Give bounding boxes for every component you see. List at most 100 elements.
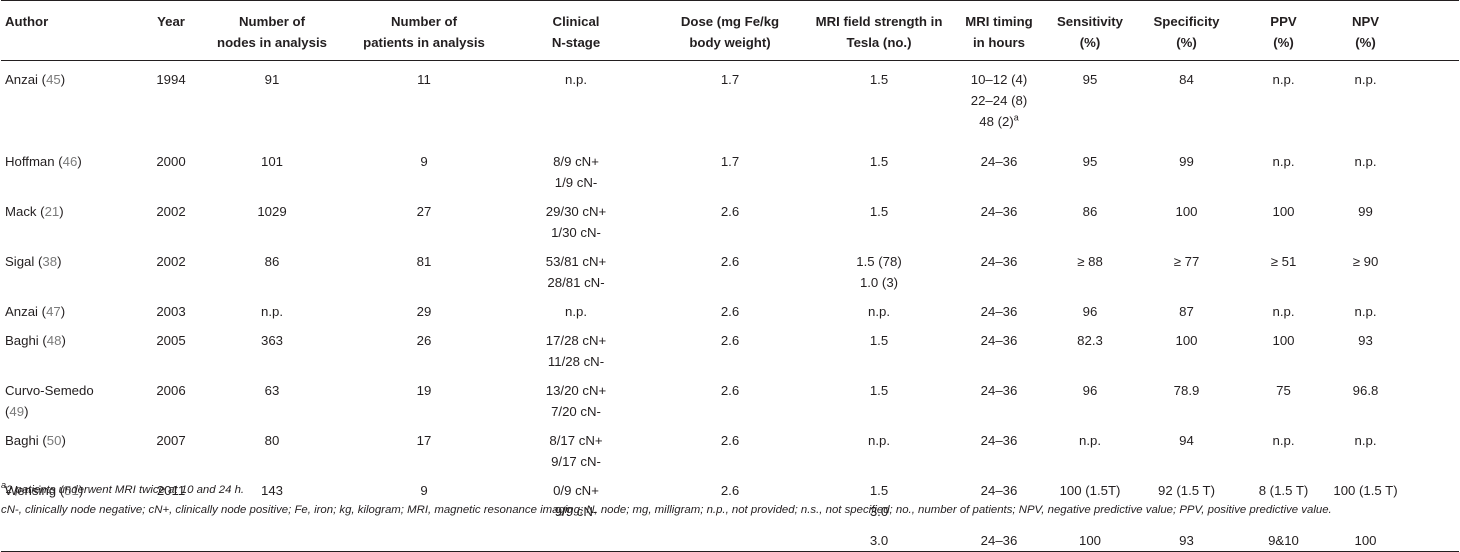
reference-link[interactable]: 46: [62, 153, 78, 169]
dose-cell: 2.6: [720, 382, 740, 398]
dose-cell: 1.7: [720, 72, 740, 87]
ppv-cell: n.p.: [1272, 153, 1295, 169]
patients-cell: 9: [420, 153, 428, 169]
author-name: Hoffman: [5, 153, 55, 169]
year-cell: 2006: [156, 382, 186, 398]
nstage-cell-line: 28/81 cN-: [547, 274, 605, 290]
year-cell: 2002: [156, 253, 186, 269]
field-strength-cell: 1.5: [808, 193, 950, 243]
specificity-cell: 100: [1175, 203, 1198, 219]
timing-cell: 24–36: [950, 372, 1048, 422]
sensitivity-cell: 95: [1082, 72, 1098, 87]
reference-link[interactable]: 38: [42, 253, 58, 269]
footnote-a: a2 patients underwent MRI twice at 10 an…: [1, 480, 245, 496]
year-cell: 2003: [156, 303, 186, 319]
spacer-cell: [1405, 472, 1459, 522]
spacer-cell: [1405, 61, 1459, 143]
timing-cell: 24–36: [950, 193, 1048, 243]
nodes-cell: n.p.: [261, 303, 283, 319]
reference-link[interactable]: 48: [46, 332, 62, 348]
dose-cell: 2.6: [720, 482, 740, 498]
timing-cell-line: 24–36: [980, 203, 1018, 219]
nstage-cell: 0/9 cN+ 9/9 cN-: [500, 472, 652, 522]
field-strength-cell-line: 3.0: [869, 532, 889, 548]
year-cell: 2002: [156, 203, 186, 219]
field-strength-cell-line: 1.5 (78): [856, 253, 902, 269]
reference-link[interactable]: 45: [46, 72, 61, 87]
table-footnotes: a2 patients underwent MRI twice at 10 an…: [1, 480, 1332, 520]
field-strength-cell: n.p.: [808, 422, 950, 472]
timing-cell-line: 24–36: [980, 153, 1018, 169]
ppv-cell: n.p.: [1272, 432, 1295, 448]
nstage-cell: 29/30 cN+ 1/30 cN-: [500, 193, 652, 243]
timing-cell-line: 24–36: [980, 432, 1018, 448]
table-row-baghi-2005: Baghi (48) 2005 363 26 17/28 cN+ 11/28 cN- 2.6…: [1, 322, 1459, 372]
nodes-cell: 86: [264, 253, 280, 269]
field-strength-cell-line: 1.5: [869, 72, 889, 87]
nstage-cell: 17/28 cN+ 11/28 cN-: [500, 322, 652, 372]
reference-link[interactable]: 21: [44, 203, 60, 219]
sensitivity-cell: 96: [1082, 303, 1098, 319]
npv-cell: 100 (1.5 T): [1333, 482, 1398, 498]
ppv-cell: 8 (1.5 T): [1258, 482, 1309, 498]
header-row: Author Year Number of nodes in analysis N…: [1, 0, 1459, 61]
specificity-cell: 100: [1175, 332, 1198, 348]
dose-cell: 2.6: [720, 303, 740, 319]
dose-cell: 2.6: [720, 432, 740, 448]
patients-cell: 27: [416, 203, 432, 219]
nodes-cell: 101: [260, 153, 283, 169]
timing-cell: 10–12 (4) 22–24 (8) 48 (2)a: [950, 61, 1048, 143]
field-strength-cell-line: 1.5: [869, 382, 889, 398]
table-row-wensing-2011: Wensing (51) 2011 143 9 0/9 cN+ 9/9 cN- 2.6 1.5…: [1, 472, 1459, 522]
ppv-cell: ≥ 51: [1270, 253, 1297, 269]
year-cell: 2011: [156, 482, 186, 498]
timing-cell: 24–36: [950, 322, 1048, 372]
header-nstage: Clinical N-stage: [500, 0, 652, 61]
header-nodes: Number of nodes in analysis: [196, 0, 348, 61]
field-strength-cell-line: 3.0: [869, 503, 889, 519]
dose-cell: 2.6: [720, 332, 740, 348]
nodes-cell: 363: [260, 332, 283, 348]
nstage-cell-line: 29/30 cN+: [545, 203, 607, 219]
table-row-anzai-2003: Anzai (47) 2003 n.p. 29 n.p. 2.6 n.p. 24–36 96 87…: [1, 293, 1459, 322]
author-cell: Mack (21): [5, 203, 64, 219]
author-name: Sigal: [5, 253, 35, 269]
field-strength-cell: 1.5: [808, 61, 950, 143]
header-year: Year: [146, 0, 196, 61]
reference-link[interactable]: 50: [46, 432, 62, 448]
specificity-cell: ≥ 77: [1173, 253, 1200, 269]
patients-cell: 11: [417, 72, 431, 87]
header-npv: NPV (%): [1326, 0, 1405, 61]
specificity-cell: 84: [1179, 72, 1194, 87]
reference-link[interactable]: 49: [9, 403, 25, 419]
year-cell: 2005: [156, 332, 186, 348]
timing-cell-line: 24–36: [980, 532, 1018, 548]
nodes-cell: 143: [260, 482, 283, 498]
author-name: Curvo-Semedo: [5, 382, 94, 398]
nstage-cell-line: 11/28 cN-: [547, 353, 605, 369]
header-sensitivity: Sensitivity (%): [1048, 0, 1132, 61]
npv-cell: 93: [1358, 332, 1373, 348]
nstage-cell: n.p.: [500, 293, 652, 322]
npv-cell: n.p.: [1354, 303, 1377, 319]
dose-cell: 2.6: [720, 203, 740, 219]
author-name: Anzai: [5, 303, 38, 319]
footnote-marker: a: [1013, 112, 1019, 123]
reference-link[interactable]: 51: [64, 482, 79, 498]
field-strength-cell-line: n.p.: [868, 303, 890, 319]
ppv-cell: 75: [1276, 382, 1291, 398]
reference-link[interactable]: 47: [46, 303, 61, 319]
timing-cell: 24–36: [950, 243, 1048, 293]
nstage-cell: 8/9 cN+ 1/9 cN-: [500, 143, 652, 193]
specificity-cell: 87: [1179, 303, 1194, 319]
year-cell: 1994: [156, 72, 186, 87]
spacer-cell: [1405, 193, 1459, 243]
author-name: Baghi: [5, 432, 39, 448]
patients-cell: 17: [416, 432, 432, 448]
table-row-baghi-2007: Baghi (50) 2007 80 17 8/17 cN+ 9/17 cN- 2.6 n.p…: [1, 422, 1459, 472]
nodes-cell: 63: [264, 382, 280, 398]
timing-cell-line: 24–36: [980, 332, 1018, 348]
field-strength-cell: 1.5 3.0: [808, 472, 950, 522]
